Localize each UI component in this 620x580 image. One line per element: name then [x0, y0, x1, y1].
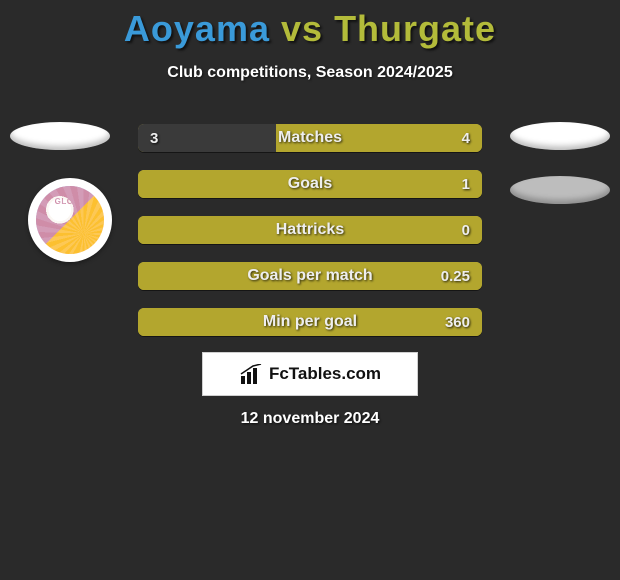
- player1-name: Aoyama: [124, 8, 270, 49]
- club-badge-text: PERTHGLORY: [36, 190, 104, 206]
- subtitle-text: Club competitions, Season 2024/2025: [0, 64, 620, 82]
- stat-bar-right-fill: [276, 124, 482, 152]
- player2-name: Thurgate: [334, 8, 496, 49]
- ellipse-decoration: [10, 122, 110, 150]
- stat-bar-right-fill: [138, 308, 482, 336]
- club-badge-graphic: PERTHGLORY: [36, 186, 104, 254]
- bar-chart-icon: [239, 364, 263, 384]
- brand-box: FcTables.com: [202, 352, 418, 396]
- page-title: Aoyama vs Thurgate: [0, 0, 620, 50]
- stat-bar-row: Min per goal360: [138, 308, 482, 336]
- stat-bar-row: Matches34: [138, 124, 482, 152]
- stat-bar-right-fill: [138, 216, 482, 244]
- stat-bar-right-fill: [138, 170, 482, 198]
- ellipse-decoration: [510, 176, 610, 204]
- stats-bars: Matches34 Goals1 Hattricks0 Goals per match…: [138, 124, 482, 354]
- stat-bar-row: Goals per match0.25: [138, 262, 482, 290]
- ellipse-decoration: [510, 122, 610, 150]
- stat-bar-row: Goals1: [138, 170, 482, 198]
- brand-text: FcTables.com: [269, 364, 381, 384]
- stat-bar-row: Hattricks0: [138, 216, 482, 244]
- vs-text: vs: [281, 8, 323, 49]
- stat-bar-right-fill: [138, 262, 482, 290]
- date-text: 12 november 2024: [0, 410, 620, 428]
- stat-bar-left-fill: [138, 124, 276, 152]
- club-badge: PERTHGLORY: [28, 178, 112, 262]
